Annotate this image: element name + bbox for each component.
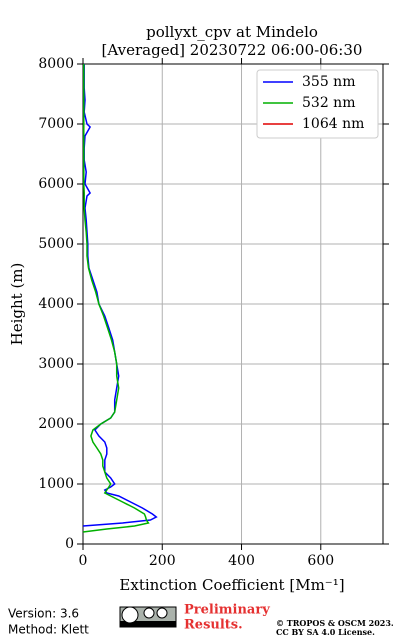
y-axis-label: Height (m): [8, 263, 26, 346]
x-tick-label: 600: [307, 553, 334, 569]
version: Version: 3.6: [8, 607, 79, 621]
x-tick-label: 400: [228, 553, 255, 569]
chart-title: [Averaged] 20230722 06:00-06:30: [102, 41, 363, 59]
chart-title: pollyxt_cpv at Mindelo: [146, 23, 318, 41]
y-tick-label: 2000: [38, 416, 74, 432]
method: Method: Klett: [8, 623, 89, 637]
y-tick-label: 3000: [38, 356, 74, 372]
cc-logo: [119, 606, 177, 628]
y-tick-label: 0: [65, 536, 74, 552]
y-tick-label: 1000: [38, 476, 74, 492]
x-tick-label: 0: [79, 553, 88, 569]
legend-label: 532 nm: [302, 95, 355, 111]
legend-label: 1064 nm: [302, 116, 364, 132]
y-tick-label: 5000: [38, 236, 74, 252]
legend-label: 355 nm: [302, 74, 355, 90]
y-tick-label: 7000: [38, 116, 74, 132]
y-tick-label: 8000: [38, 56, 74, 72]
x-axis-label: Extinction Coefficient [Mm⁻¹]: [119, 576, 344, 594]
preliminary: Preliminary: [184, 603, 270, 618]
profile-line: [82, 64, 150, 533]
copyright: © TROPOS & OSCM 2023.: [276, 618, 394, 628]
preliminary: Results.: [184, 618, 243, 633]
copyright: CC BY SA 4.0 License.: [276, 627, 375, 637]
x-tick-label: 200: [149, 553, 176, 569]
y-tick-label: 4000: [38, 296, 74, 312]
y-tick-label: 6000: [38, 176, 74, 192]
plot-frame: [82, 63, 384, 545]
legend: 355 nm 532 nm 1064 nm: [256, 69, 379, 139]
legend-box: [256, 69, 379, 139]
